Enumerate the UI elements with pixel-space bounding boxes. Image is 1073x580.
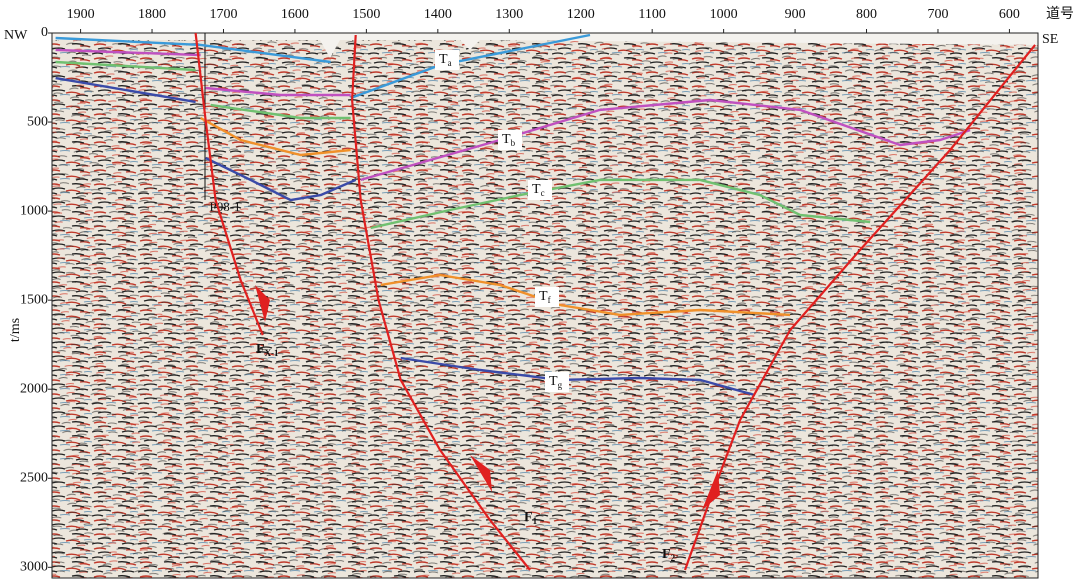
x-tick-label: 900 xyxy=(785,7,806,22)
x-tick-label: 600 xyxy=(999,7,1020,22)
x-axis-label: 道号 xyxy=(1046,6,1073,22)
x-tick-label: 1400 xyxy=(424,7,452,22)
y-tick-label: 1000 xyxy=(20,203,48,218)
label-subscript: 2 xyxy=(671,553,676,563)
x-tick-label: 1000 xyxy=(710,7,738,22)
label-main: F xyxy=(256,342,265,357)
x-tick-label: 1300 xyxy=(495,7,523,22)
label-subscript: a xyxy=(448,58,452,68)
x-tick-label: 1600 xyxy=(281,7,309,22)
x-tick-label: 1500 xyxy=(352,7,380,22)
x-tick-label: 800 xyxy=(856,7,877,22)
y-tick-label: 3000 xyxy=(20,560,48,575)
label-main: F xyxy=(524,510,533,525)
x-tick-label: 1800 xyxy=(138,7,166,22)
x-tick-label: 1700 xyxy=(209,7,237,22)
x-tick-label: 700 xyxy=(927,7,948,22)
label-subscript: 1 xyxy=(533,516,538,526)
se-label: SE xyxy=(1042,32,1058,47)
y-axis-label: t/ms xyxy=(8,318,23,342)
x-tick-label: 1100 xyxy=(638,7,665,22)
seismic-figure: P08-1 NW SE 道号 t/ms 19001800170016001500… xyxy=(0,0,1073,580)
label-subscript: b xyxy=(511,138,516,148)
label-main: F xyxy=(662,547,671,562)
label-subscript: X-1 xyxy=(265,348,279,358)
label-subscript: f xyxy=(548,295,551,305)
label-subscript: g xyxy=(558,380,563,390)
y-tick-label: 0 xyxy=(41,25,48,40)
x-tick-label: 1200 xyxy=(567,7,595,22)
x-tick-label: 1900 xyxy=(67,7,95,22)
nw-label: NW xyxy=(4,28,28,43)
y-tick-label: 500 xyxy=(27,114,48,129)
label-subscript: c xyxy=(541,188,545,198)
y-tick-label: 2500 xyxy=(20,470,48,485)
y-tick-label: 1500 xyxy=(20,292,48,307)
well-label: P08-1 xyxy=(209,199,240,214)
y-tick-label: 2000 xyxy=(20,381,48,396)
